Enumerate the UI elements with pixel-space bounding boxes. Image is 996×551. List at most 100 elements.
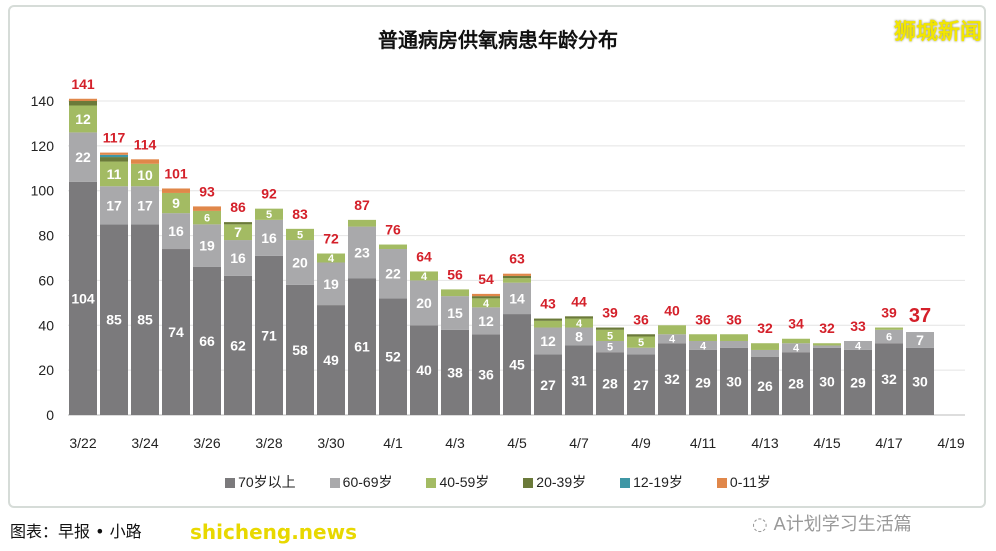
total-label: 56 <box>447 266 463 282</box>
segment-label: 16 <box>261 230 277 246</box>
bar-segment <box>162 213 190 250</box>
segment-label: 29 <box>850 375 866 391</box>
total-label: 93 <box>199 183 215 199</box>
segment-label: 31 <box>571 372 587 388</box>
bar-segment <box>534 354 562 415</box>
segment-label: 20 <box>416 295 432 311</box>
legend-swatch <box>329 477 340 488</box>
chart-title: 普通病房供氧病患年龄分布 <box>378 28 618 52</box>
bar-segment <box>596 329 624 341</box>
bar-segment <box>627 334 655 337</box>
total-label: 101 <box>164 165 188 181</box>
bar-segment <box>720 347 748 415</box>
bar-segment <box>565 345 593 415</box>
brand-watermark: 狮城新闻 <box>893 20 982 45</box>
total-label: 32 <box>757 320 773 336</box>
legend-label: 70岁以上 <box>238 474 296 490</box>
bar-segment <box>255 219 283 256</box>
bar-segment <box>100 186 128 225</box>
bar-segment <box>782 343 810 353</box>
bar-segment <box>720 334 748 341</box>
segment-label: 14 <box>509 290 525 306</box>
site-watermark: shicheng.news <box>190 520 357 544</box>
bar-segment <box>100 161 128 187</box>
chart-frame <box>8 5 986 508</box>
bar-segment <box>472 307 500 335</box>
bar-segment <box>534 327 562 355</box>
legend-label: 20-39岁 <box>536 474 587 490</box>
total-label: 39 <box>881 305 897 321</box>
segment-label: 5 <box>297 229 303 241</box>
legend: 70岁以上 60-69岁 40-59岁 20-39岁 12-19岁 0-11岁 <box>0 474 996 491</box>
bar-segment <box>503 273 531 276</box>
wechat-icon: ◌ <box>752 514 774 535</box>
y-tick-label: 60 <box>38 272 54 288</box>
bar-segment <box>193 224 221 267</box>
segment-label: 7 <box>234 224 242 240</box>
bar-segment <box>472 334 500 415</box>
bar-segment <box>379 244 407 250</box>
bar-segment <box>782 338 810 344</box>
bar-segment <box>875 327 903 330</box>
x-tick-label: 4/1 <box>383 435 403 451</box>
bar-segment <box>689 334 717 341</box>
total-label: 114 <box>134 136 157 152</box>
legend-item: 40-59岁 <box>426 474 489 491</box>
bar-segment <box>317 262 345 306</box>
segment-label: 30 <box>726 373 742 389</box>
bar-segment <box>472 296 500 299</box>
bar-segment <box>193 266 221 415</box>
total-label: 32 <box>819 320 835 336</box>
bar-segment <box>69 181 97 415</box>
segment-label: 6 <box>204 213 210 225</box>
bar-segment <box>193 206 221 211</box>
segment-label: 85 <box>137 312 153 328</box>
segment-label: 85 <box>106 312 122 328</box>
bar-segment <box>565 318 593 328</box>
segment-label: 4 <box>483 298 490 310</box>
legend-swatch <box>620 477 631 488</box>
total-label: 34 <box>788 316 804 332</box>
bar-segment <box>503 314 531 415</box>
segment-label: 36 <box>478 367 494 383</box>
total-label: 72 <box>323 231 339 247</box>
segment-label: 6 <box>886 331 892 343</box>
x-tick-label: 4/15 <box>813 435 840 451</box>
bar-segment <box>131 186 159 225</box>
bar-segment <box>348 278 376 415</box>
bar-segment <box>348 226 376 279</box>
segment-label: 22 <box>385 266 401 282</box>
legend-item: 20-39岁 <box>523 474 586 491</box>
segment-label: 4 <box>421 271 428 283</box>
x-tick-label: 3/30 <box>317 435 344 451</box>
bar-segment <box>162 188 190 193</box>
legend-label: 12-19岁 <box>633 474 683 490</box>
segment-label: 4 <box>700 340 707 352</box>
segment-label: 61 <box>354 339 370 355</box>
bar-segment <box>875 329 903 344</box>
bar-segment <box>162 192 190 214</box>
bar-segment <box>69 101 97 106</box>
segment-label: 74 <box>168 324 184 340</box>
bar-segment <box>410 271 438 281</box>
bar-segment <box>658 343 686 415</box>
bar-segment <box>255 255 283 415</box>
bar-segment <box>813 347 841 415</box>
bar-segment <box>69 132 97 182</box>
segment-label: 26 <box>757 378 773 394</box>
bar-segment <box>782 352 810 415</box>
legend-swatch <box>716 477 727 488</box>
x-tick-label: 3/28 <box>255 435 282 451</box>
segment-label: 62 <box>230 338 246 354</box>
segment-label: 30 <box>912 373 928 389</box>
bar-segment <box>224 275 252 415</box>
total-label: 43 <box>540 296 556 312</box>
segment-label: 49 <box>323 352 339 368</box>
segment-label: 16 <box>168 223 184 239</box>
bar-segment <box>627 354 655 415</box>
bar-segment <box>689 340 717 350</box>
segment-label: 15 <box>447 305 463 321</box>
bar-segment <box>379 249 407 299</box>
bar-segment <box>658 334 686 344</box>
total-label: 36 <box>726 311 742 327</box>
